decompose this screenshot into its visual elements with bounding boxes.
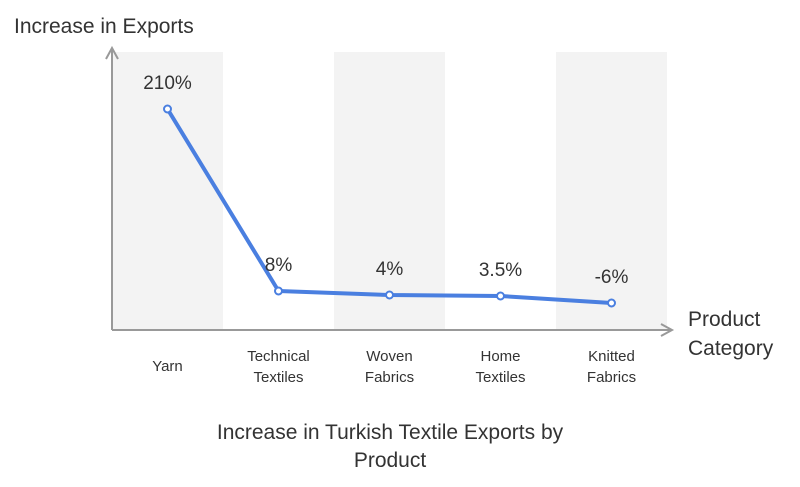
x-tick-label: Woven Fabrics (365, 348, 414, 386)
data-point (496, 291, 505, 301)
data-label: 210% (143, 73, 192, 94)
chart-title: Increase in Turkish Textile Exports by Pr… (217, 421, 564, 472)
data-points (163, 104, 616, 308)
category-band (112, 52, 223, 330)
x-tick-label: Technical Textiles (247, 348, 310, 386)
data-point (163, 104, 172, 114)
data-label: -6% (595, 267, 629, 288)
data-point (607, 298, 616, 308)
data-label: 8% (265, 255, 293, 276)
x-axis-title: Product Category (688, 308, 774, 360)
data-point (274, 286, 283, 296)
axes (105, 45, 675, 337)
data-label: 4% (376, 259, 404, 280)
x-tick-label: Yarn (152, 358, 183, 375)
data-labels: 210% 8% 4% 3.5% -6% (143, 73, 628, 288)
y-axis-title: Increase in Exports (14, 15, 194, 38)
x-axis-arrow (660, 323, 675, 337)
x-tick-labels: Yarn Technical Textiles Woven Fabrics Home Tex… (152, 348, 636, 386)
category-band (556, 52, 667, 330)
category-band (334, 52, 445, 330)
category-bands (112, 52, 667, 330)
data-label: 3.5% (479, 260, 522, 281)
x-tick-label: Home Textiles (475, 348, 525, 386)
x-tick-label: Knitted Fabrics (587, 348, 636, 386)
y-axis-arrow (105, 45, 119, 60)
data-point (385, 290, 394, 300)
